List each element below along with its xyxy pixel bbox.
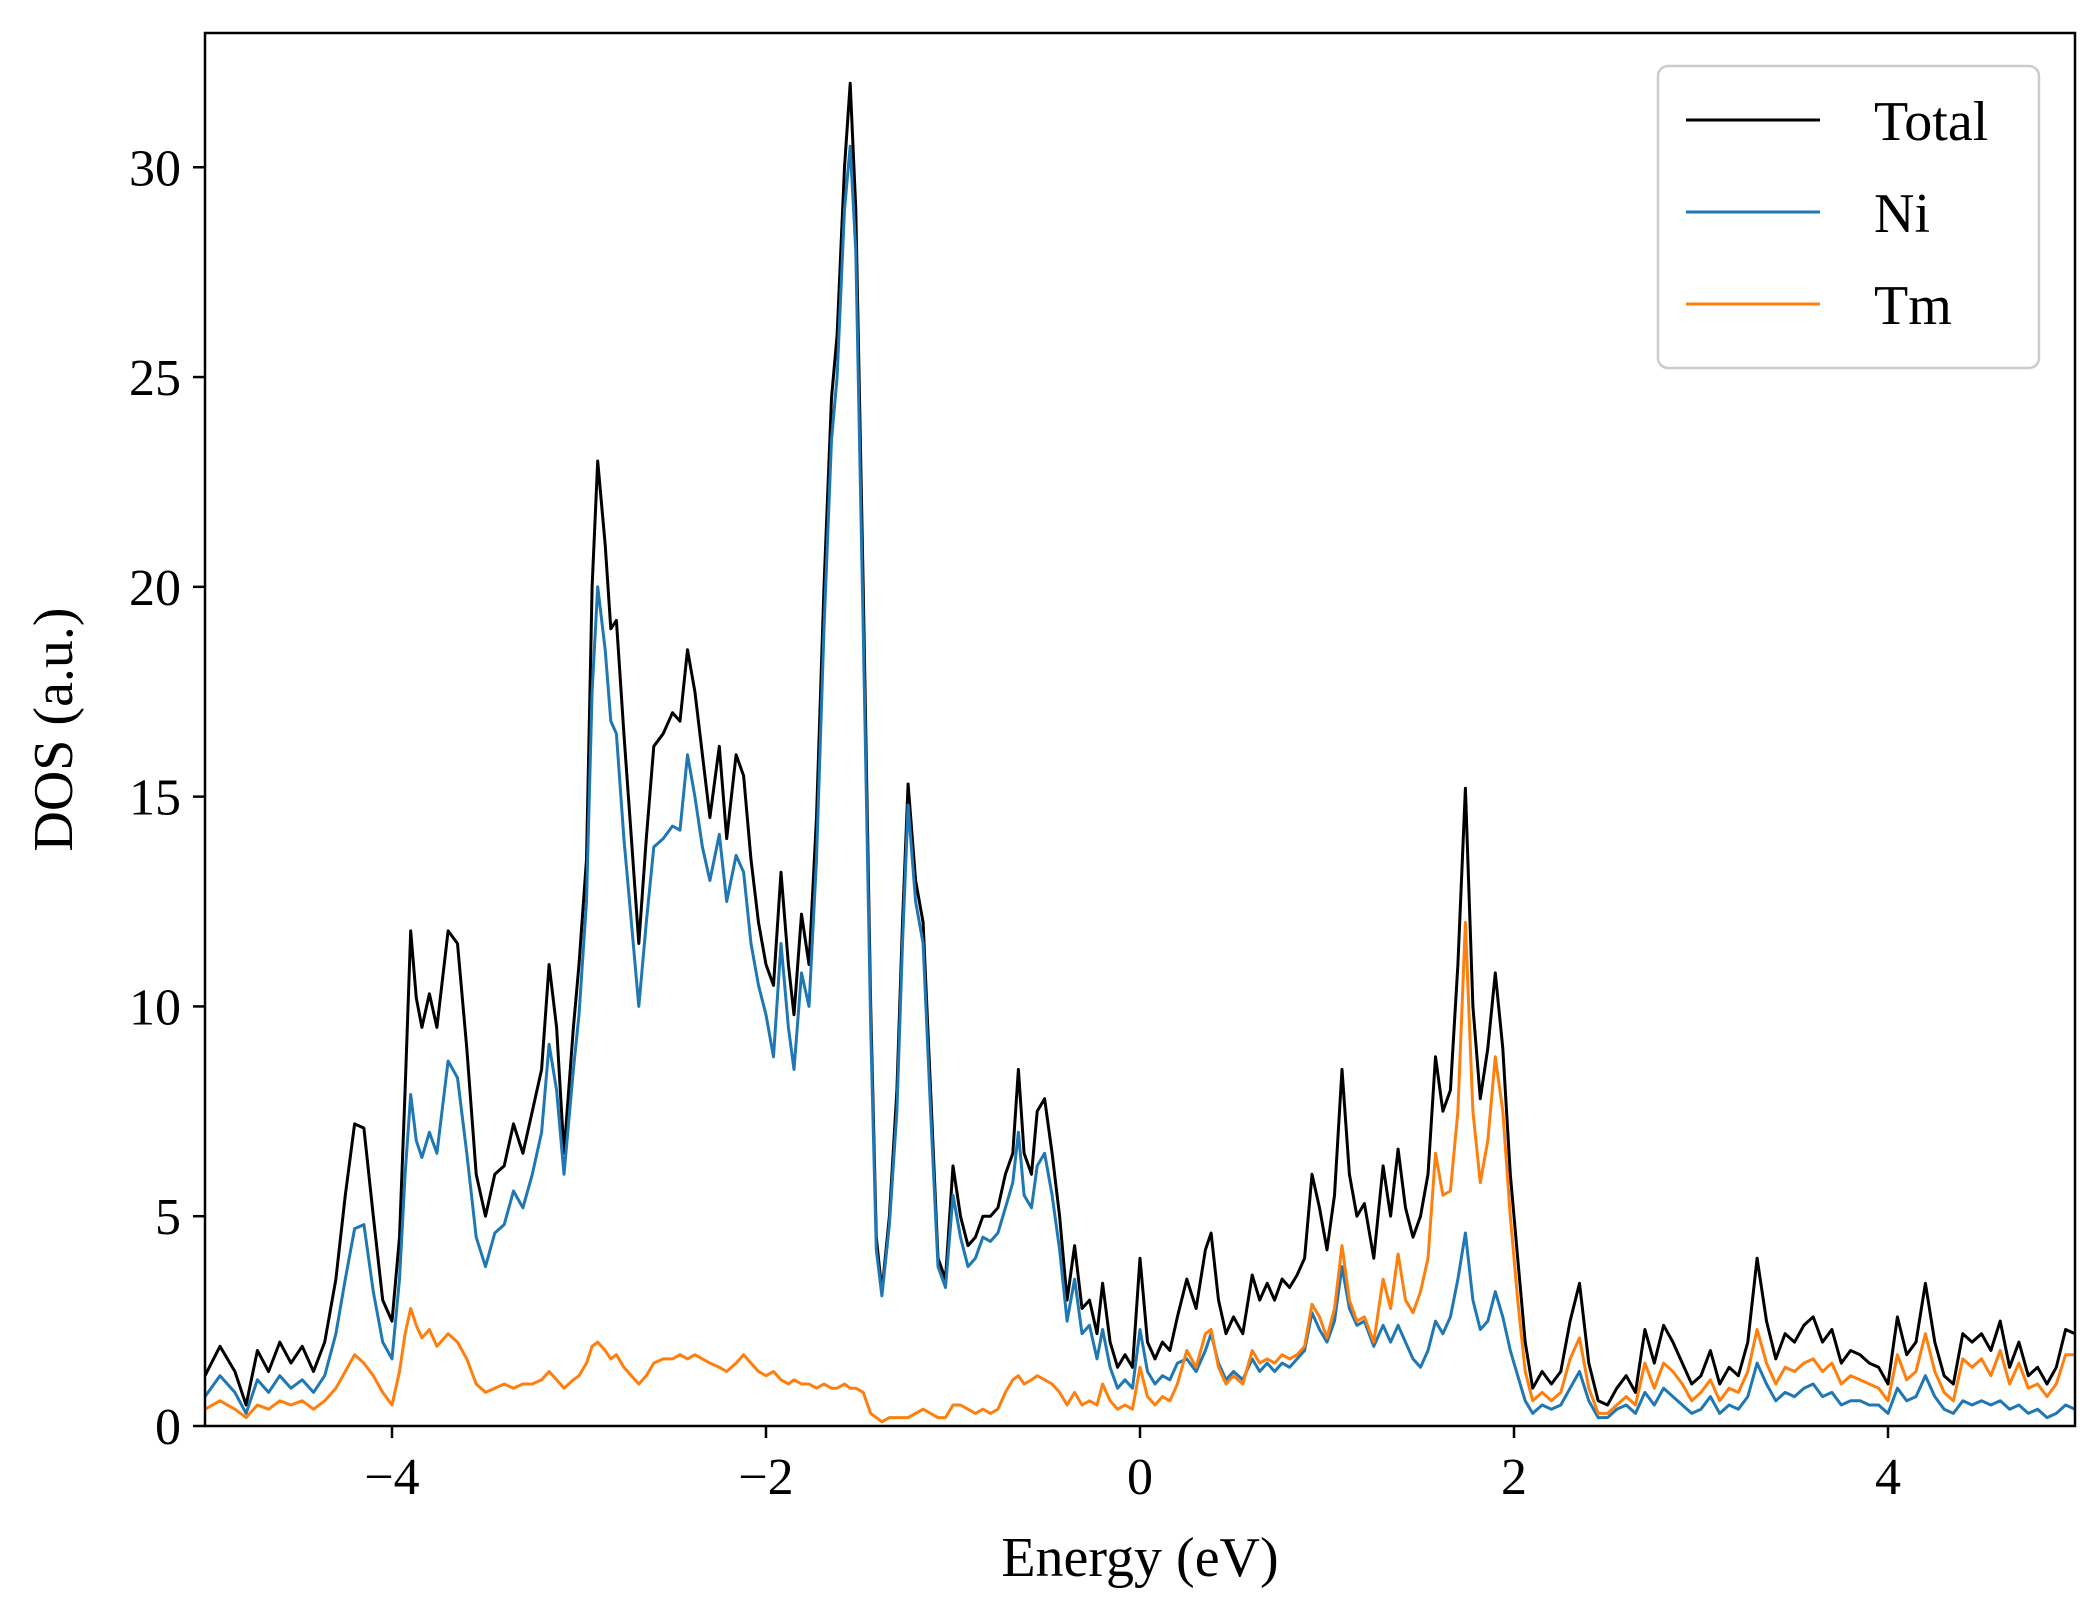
series-layer [203, 81, 2076, 1424]
y-axis-label: DOS (a.u.) [23, 607, 85, 851]
x-tick-label: 2 [1501, 1449, 1527, 1506]
legend-label-ni: Ni [1874, 183, 1930, 245]
series-line-tm [204, 921, 2075, 1424]
y-tick-label: 20 [129, 560, 181, 617]
y-tick-label: 25 [129, 350, 181, 407]
legend: Total Ni Tm [1656, 64, 2041, 370]
y-tick-label: 0 [155, 1399, 181, 1456]
y-tick-label: 5 [155, 1189, 181, 1246]
y-tick-label: 10 [129, 979, 181, 1036]
legend-box [1656, 64, 2041, 370]
x-tick-label: 4 [1875, 1449, 1901, 1506]
y-axis: 0 5 10 15 20 25 30 [129, 140, 205, 1456]
x-tick-label: −4 [364, 1449, 419, 1506]
legend-label-tm: Tm [1874, 275, 1952, 337]
series-line-ni [203, 144, 2076, 1420]
series-line-total [203, 81, 2076, 1407]
y-tick-label: 15 [129, 770, 181, 827]
legend-label-total: Total [1874, 91, 1988, 153]
x-axis: −4 −2 0 2 4 [364, 1426, 1901, 1506]
x-tick-label: −2 [738, 1449, 793, 1506]
x-tick-label: 0 [1127, 1449, 1153, 1506]
x-axis-label: Energy (eV) [1001, 1527, 1278, 1589]
y-tick-label: 30 [129, 140, 181, 197]
